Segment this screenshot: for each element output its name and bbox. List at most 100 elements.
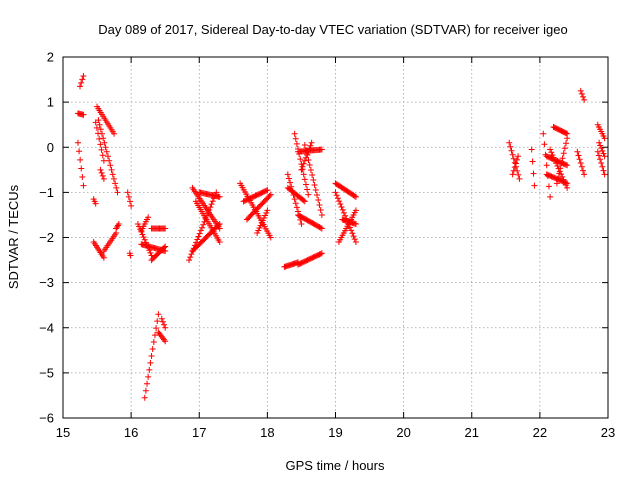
data-point xyxy=(153,325,160,332)
data-point xyxy=(134,220,141,227)
data-point xyxy=(101,139,108,146)
data-point xyxy=(127,252,134,259)
data-point xyxy=(599,163,606,170)
y-tick-label: 0 xyxy=(47,140,54,155)
data-point xyxy=(300,171,307,178)
data-point xyxy=(78,165,85,172)
data-point xyxy=(506,139,513,146)
data-point xyxy=(308,139,315,146)
data-point xyxy=(259,217,266,224)
data-point xyxy=(315,196,322,203)
data-point xyxy=(507,143,514,150)
data-point xyxy=(106,157,113,164)
data-point xyxy=(98,169,105,176)
data-point xyxy=(284,171,291,178)
data-point xyxy=(267,234,274,241)
data-point xyxy=(557,165,564,172)
data-point xyxy=(263,187,270,194)
data-point xyxy=(515,171,522,178)
data-point xyxy=(141,236,148,243)
data-point xyxy=(140,234,147,241)
data-point xyxy=(102,144,109,151)
data-point xyxy=(599,147,606,154)
data-point xyxy=(150,339,157,346)
data-point xyxy=(114,189,121,196)
data-point xyxy=(578,90,585,97)
data-point xyxy=(199,224,206,231)
data-point xyxy=(580,167,587,174)
data-point xyxy=(112,180,119,187)
x-tick-label: 18 xyxy=(260,425,274,440)
data-point xyxy=(98,146,105,153)
data-point xyxy=(292,200,299,207)
data-point xyxy=(513,156,520,163)
data-point xyxy=(352,220,359,227)
y-tick-label: −1 xyxy=(39,185,54,200)
data-point xyxy=(285,175,292,182)
data-point xyxy=(306,145,313,152)
data-point xyxy=(99,130,106,137)
data-point xyxy=(264,187,271,194)
data-point xyxy=(304,151,311,158)
data-point xyxy=(577,87,584,94)
data-point xyxy=(161,244,168,251)
data-point xyxy=(578,163,585,170)
data-point xyxy=(200,221,207,228)
data-point xyxy=(555,175,562,182)
data-point xyxy=(254,229,261,236)
y-tick-label: −3 xyxy=(39,275,54,290)
data-point xyxy=(512,160,519,167)
data-point xyxy=(216,220,223,227)
data-point xyxy=(516,175,523,182)
data-point xyxy=(263,209,270,216)
data-point xyxy=(301,198,308,205)
data-point xyxy=(194,236,201,243)
data-point xyxy=(562,140,569,147)
data-point xyxy=(77,83,84,90)
data-point xyxy=(311,181,318,188)
data-point xyxy=(115,220,122,227)
data-point xyxy=(159,318,166,325)
data-point xyxy=(148,352,155,359)
data-point xyxy=(79,76,86,83)
x-tick-label: 17 xyxy=(192,425,206,440)
data-point xyxy=(509,151,516,158)
data-point xyxy=(74,139,81,146)
data-point xyxy=(531,182,538,189)
data-point xyxy=(216,193,223,200)
data-point xyxy=(216,239,223,246)
data-point xyxy=(558,160,565,167)
data-point xyxy=(307,166,314,173)
data-point xyxy=(195,233,202,240)
data-point xyxy=(564,162,571,169)
data-point xyxy=(549,151,556,158)
data-point xyxy=(540,130,547,137)
data-point xyxy=(80,72,87,79)
x-tick-label: 22 xyxy=(533,425,547,440)
data-point xyxy=(196,230,203,237)
data-point xyxy=(332,189,339,196)
data-point xyxy=(352,239,359,246)
data-point xyxy=(154,318,161,325)
data-point xyxy=(598,160,605,167)
data-point xyxy=(256,224,263,231)
data-points xyxy=(74,72,608,401)
data-point xyxy=(158,315,165,322)
data-point xyxy=(307,142,314,149)
data-point xyxy=(598,145,605,152)
data-point xyxy=(309,171,316,178)
data-point xyxy=(596,139,603,146)
data-point xyxy=(577,160,584,167)
data-point xyxy=(317,206,324,213)
data-point xyxy=(215,222,222,229)
x-tick-label: 21 xyxy=(465,425,479,440)
data-point xyxy=(104,153,111,160)
data-point xyxy=(560,176,567,183)
data-point xyxy=(92,200,99,207)
data-point xyxy=(301,176,308,183)
data-point xyxy=(550,154,557,161)
data-point xyxy=(574,148,581,155)
data-point xyxy=(333,192,340,199)
data-point xyxy=(594,148,601,155)
data-point xyxy=(348,227,355,234)
